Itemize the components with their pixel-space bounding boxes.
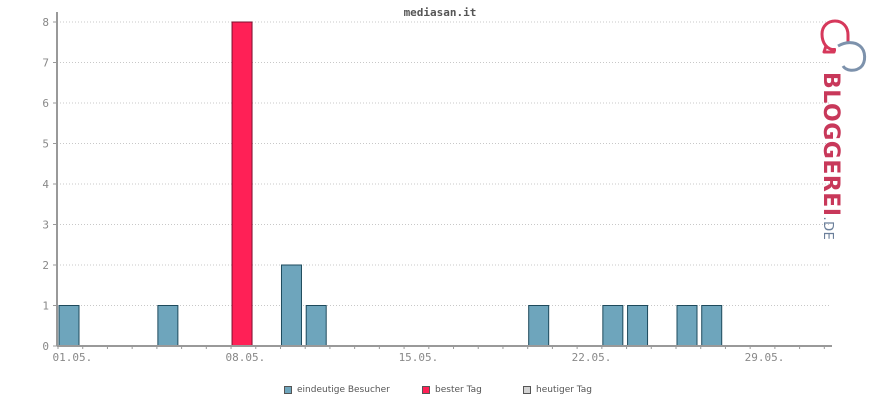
bloggerei-logo: BLOGGEREI.DE	[818, 19, 867, 240]
bar	[528, 305, 550, 347]
legend-swatch-unique-visitors	[284, 386, 292, 394]
y-tick-labels: 0 1 2 3 4 5 6 7 8	[42, 16, 49, 353]
x-tick-label: 08.05.	[226, 351, 266, 364]
x-tick-label: 01.05.	[52, 351, 92, 364]
bar	[157, 305, 179, 347]
chart-title: mediasan.it	[404, 6, 477, 19]
bar-best-day	[231, 21, 253, 347]
x-tick-labels: 01.05. 08.05. 15.05. 22.05. 29.05.	[52, 351, 784, 364]
legend-swatch-best-day	[422, 386, 430, 394]
y-tick-label: 8	[42, 16, 49, 29]
legend-label-best-day: bester Tag	[435, 385, 482, 395]
legend-swatch-today	[523, 386, 531, 394]
logo-mark-icon	[820, 19, 867, 72]
grid-lines	[57, 21, 830, 306]
bars	[58, 21, 723, 347]
bar	[280, 264, 302, 347]
bar	[305, 305, 327, 347]
y-tick-label: 0	[42, 340, 49, 353]
y-tick-label: 7	[42, 57, 49, 70]
x-tick-label: 29.05.	[745, 351, 785, 364]
logo-text: BLOGGEREI.DE	[818, 72, 843, 240]
bar	[676, 305, 698, 347]
legend-item-today: heutiger Tag	[523, 385, 592, 395]
bar	[58, 305, 80, 347]
y-tick-label: 2	[42, 259, 49, 272]
y-tick-label: 1	[42, 300, 49, 313]
axes	[53, 12, 832, 349]
y-tick-label: 6	[42, 97, 49, 110]
legend-label-today: heutiger Tag	[536, 385, 593, 395]
legend: eindeutige Besucher bester Tag heutiger …	[0, 385, 870, 399]
bar	[701, 305, 723, 347]
bar	[602, 305, 624, 347]
legend-label-unique-visitors: eindeutige Besucher	[297, 385, 390, 395]
bar	[627, 305, 649, 347]
legend-item-best-day: bester Tag	[422, 385, 482, 395]
y-tick-label: 3	[42, 219, 49, 232]
x-tick-label: 22.05.	[572, 351, 612, 364]
y-tick-label: 5	[42, 138, 49, 151]
legend-item-unique-visitors: eindeutige Besucher	[284, 385, 390, 395]
x-tick-label: 15.05.	[399, 351, 439, 364]
y-tick-label: 4	[42, 178, 49, 191]
